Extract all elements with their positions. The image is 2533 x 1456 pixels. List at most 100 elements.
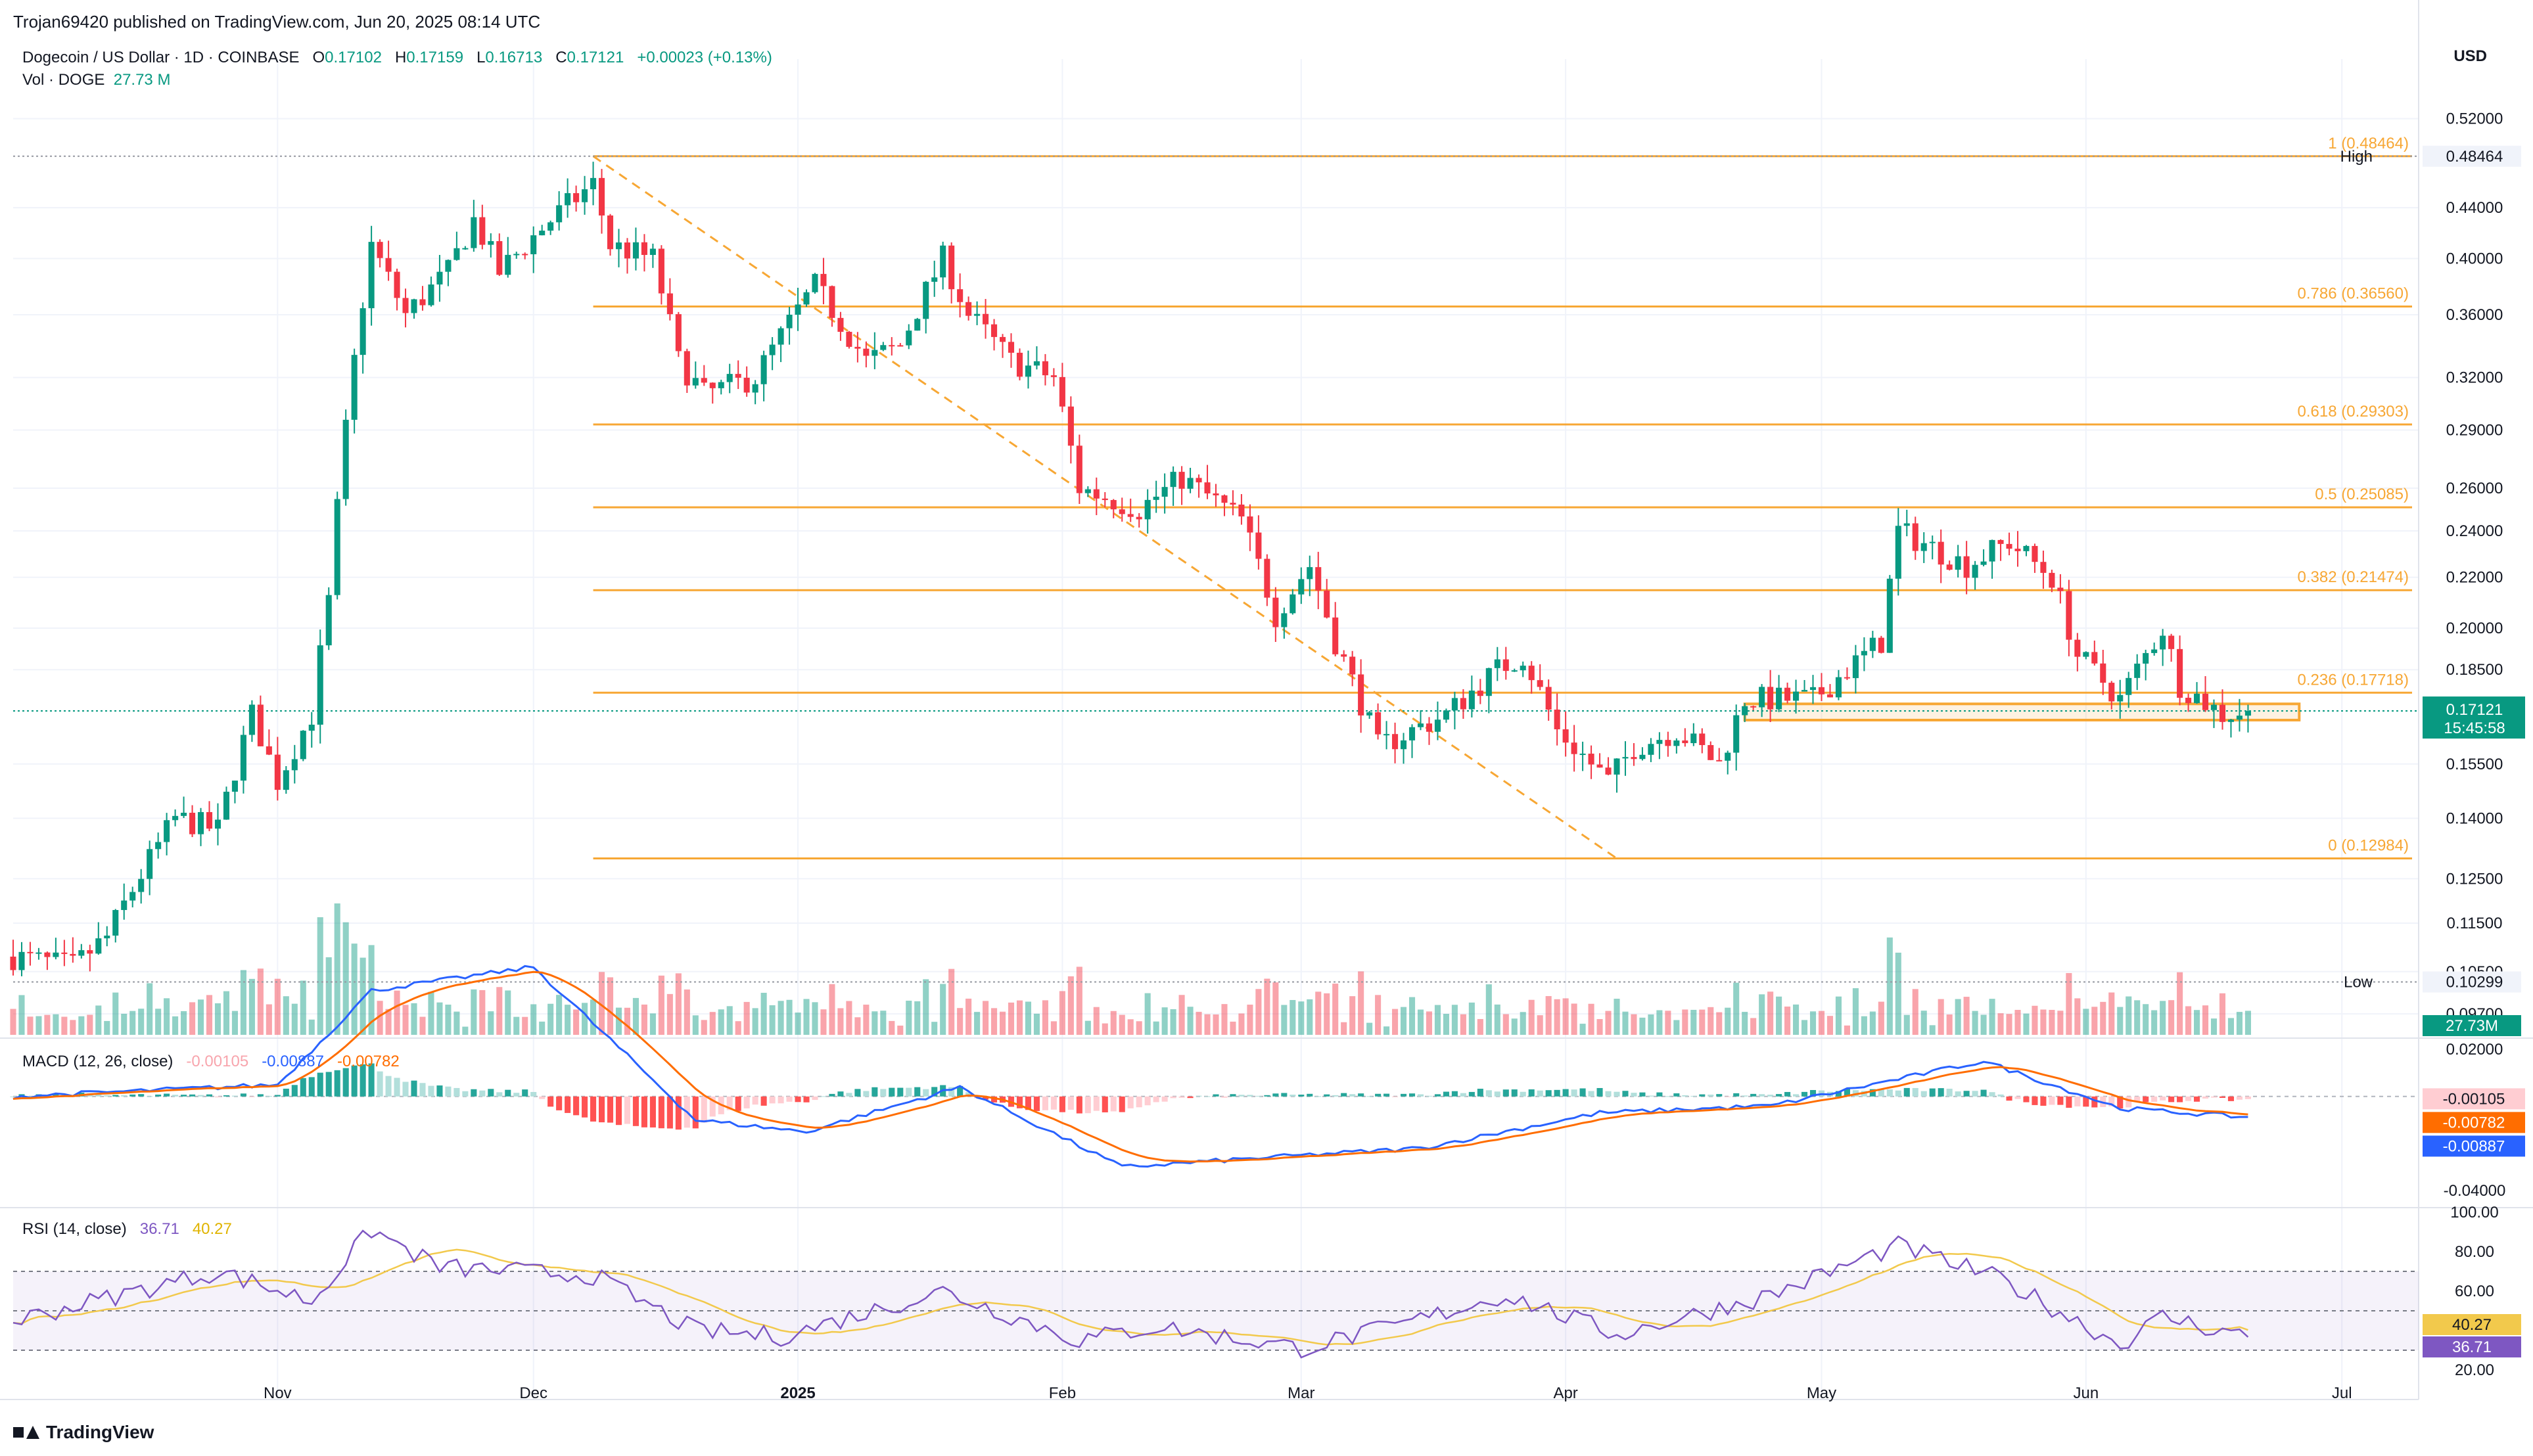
candle-body <box>1298 579 1305 595</box>
volume-bar <box>1110 1011 1117 1035</box>
candle-body <box>556 205 563 223</box>
candle <box>377 239 383 267</box>
volume-bar <box>257 968 264 1035</box>
volume-bar <box>701 1020 707 1035</box>
volume-bar <box>1298 1001 1305 1035</box>
volume-bar <box>957 1008 964 1035</box>
macd-histogram-bar <box>402 1081 409 1097</box>
volume-bar <box>53 1014 59 1035</box>
currency-label[interactable]: USD <box>2453 47 2487 65</box>
candle <box>906 324 912 350</box>
candle <box>2108 681 2115 710</box>
volume-legend[interactable]: Vol · DOGE 27.73 M <box>22 71 170 89</box>
volume-bar <box>1886 937 1893 1035</box>
candle-body <box>820 273 827 286</box>
candle <box>2117 679 2124 719</box>
macd-histogram-bar <box>1920 1091 1927 1097</box>
macd-histogram-bar <box>155 1094 162 1097</box>
rsi-ma-value: 40.27 <box>192 1220 232 1238</box>
volume-bar <box>394 990 400 1035</box>
candle <box>35 947 42 960</box>
macd-histogram-bar <box>743 1096 750 1108</box>
candle-body <box>2074 639 2081 657</box>
macd-badge-value: -0.00887 <box>2443 1137 2505 1155</box>
volume-bar <box>104 1020 110 1035</box>
candle-body <box>462 248 469 250</box>
rsi-badge-value: 36.71 <box>2452 1338 2492 1356</box>
candle-body <box>573 193 580 202</box>
volume-bar <box>10 1009 16 1035</box>
candle <box>1639 747 1646 761</box>
macd-histogram-bar <box>906 1087 912 1097</box>
volume-bar <box>1136 1021 1142 1035</box>
candle-body <box>1776 687 1782 710</box>
macd-legend[interactable]: MACD (12, 26, close) -0.00105 -0.00887 -… <box>22 1053 400 1071</box>
macd-histogram-bar <box>2006 1096 2012 1101</box>
symbol-legend[interactable]: Dogecoin / US Dollar · 1D · COINBASE O0.… <box>22 49 772 67</box>
rsi-legend[interactable]: RSI (14, close) 36.71 40.27 <box>22 1220 232 1239</box>
candle <box>1324 579 1330 619</box>
volume-bar <box>1375 995 1382 1035</box>
volume-bar <box>1213 1014 1219 1035</box>
volume-bar <box>743 1001 750 1035</box>
volume-bar <box>402 1005 409 1035</box>
candle <box>1972 560 1978 590</box>
candle-body <box>1408 727 1416 740</box>
brand-name: TradingView <box>46 1422 154 1442</box>
candle <box>2151 642 2158 656</box>
macd-histogram-bar <box>274 1095 281 1097</box>
macd-tick-label: -0.04000 <box>2444 1182 2506 1200</box>
candle-body <box>590 177 597 190</box>
close-label: C <box>555 49 567 66</box>
candle <box>1631 743 1637 766</box>
macd-histogram-bar <box>1136 1096 1142 1108</box>
candle <box>2091 640 2098 666</box>
tradingview-logo[interactable]: TradingView <box>13 1422 154 1443</box>
candle <box>675 311 682 357</box>
volume-bar <box>164 998 170 1035</box>
candle-body <box>300 731 306 760</box>
volume-bar <box>2219 993 2226 1035</box>
candle <box>1545 679 1552 721</box>
candle <box>948 242 955 304</box>
volume-bar <box>1178 995 1185 1035</box>
volume-bar <box>615 1007 622 1035</box>
macd-histogram-bar <box>377 1071 383 1097</box>
fib-level-label: 0.786 (0.36560) <box>2298 284 2409 302</box>
rsi-line <box>12 1229 2249 1359</box>
volume-bar <box>1759 994 1765 1035</box>
volume-bar <box>1742 1011 1748 1035</box>
candle-body <box>948 245 955 290</box>
macd-histogram-bar <box>27 1096 34 1097</box>
candle <box>769 337 776 371</box>
volume-bar <box>2074 998 2081 1035</box>
volume-bar <box>78 1016 85 1035</box>
candle-body <box>1596 764 1603 768</box>
volume-bar <box>445 1005 452 1035</box>
macd-histogram-bar <box>556 1096 563 1110</box>
candle <box>266 729 272 756</box>
macd-histogram-bar <box>1545 1090 1552 1097</box>
candle <box>1699 728 1706 754</box>
candle <box>1725 750 1731 775</box>
volume-bar <box>1869 1011 1876 1035</box>
volume-bar <box>2014 1010 2021 1035</box>
volume-bar <box>223 991 230 1035</box>
candle <box>87 944 93 972</box>
volume-bar <box>530 1004 537 1035</box>
macd-hist-value: -0.00105 <box>186 1053 249 1070</box>
candle <box>231 781 238 804</box>
candle-body <box>1127 514 1134 517</box>
candle <box>1204 465 1211 499</box>
rsi-value: 36.71 <box>139 1220 179 1238</box>
candle-body <box>1571 742 1577 754</box>
macd-histogram-bar <box>1451 1091 1458 1097</box>
candle-body <box>846 332 852 347</box>
candle-body <box>1733 715 1740 753</box>
volume-bar <box>1818 1011 1825 1035</box>
low-label: L <box>476 49 486 66</box>
high-label: High <box>2340 148 2373 166</box>
macd-value-badge <box>2423 1088 2525 1110</box>
macd-histogram-bar <box>1809 1089 1817 1097</box>
